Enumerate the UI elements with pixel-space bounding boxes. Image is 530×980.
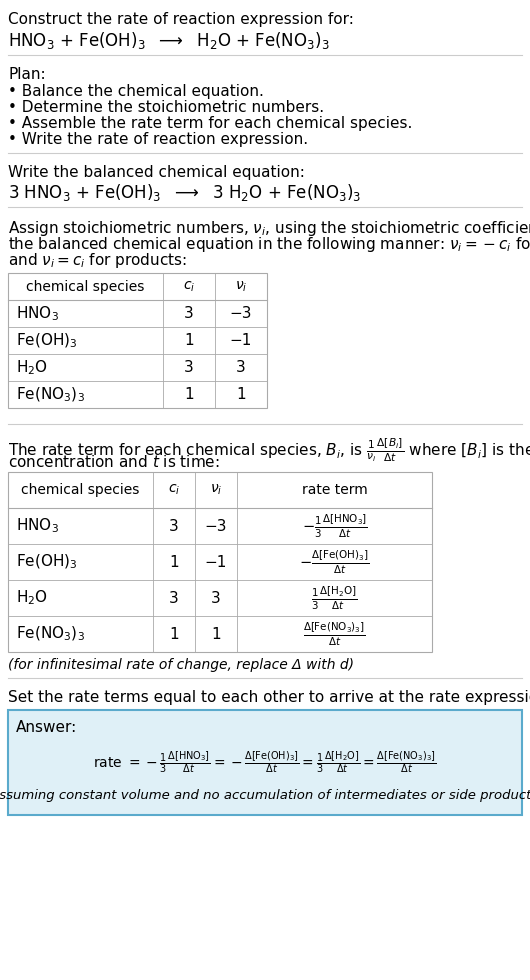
Text: −3: −3 (205, 518, 227, 533)
Text: Fe(OH)$_3$: Fe(OH)$_3$ (16, 553, 77, 571)
Text: 3: 3 (211, 591, 221, 606)
Text: 1: 1 (184, 333, 194, 348)
Text: Assign stoichiometric numbers, $\nu_i$, using the stoichiometric coefficients, $: Assign stoichiometric numbers, $\nu_i$, … (8, 219, 530, 238)
Text: 3: 3 (169, 518, 179, 533)
Text: concentration and $t$ is time:: concentration and $t$ is time: (8, 454, 220, 470)
Text: H$_2$O: H$_2$O (16, 589, 48, 608)
Text: (for infinitesimal rate of change, replace Δ with d): (for infinitesimal rate of change, repla… (8, 658, 354, 672)
Text: −3: −3 (229, 306, 252, 321)
Text: 3: 3 (236, 360, 246, 375)
Text: $c_i$: $c_i$ (168, 483, 180, 497)
Bar (8, 472, 432, 652)
Text: 3 HNO$_3$ + Fe(OH)$_3$  $\longrightarrow$  3 H$_2$O + Fe(NO$_3$)$_3$: 3 HNO$_3$ + Fe(OH)$_3$ $\longrightarrow$… (8, 182, 361, 203)
Text: $-\frac{1}{3}\frac{\Delta[\mathrm{HNO_3}]}{\Delta t}$: $-\frac{1}{3}\frac{\Delta[\mathrm{HNO_3}… (302, 513, 367, 540)
Text: Plan:: Plan: (8, 67, 46, 82)
Text: • Write the rate of reaction expression.: • Write the rate of reaction expression. (8, 132, 308, 147)
Text: 1: 1 (211, 626, 221, 642)
Text: $\frac{\Delta[\mathrm{Fe(NO_3)_3}]}{\Delta t}$: $\frac{\Delta[\mathrm{Fe(NO_3)_3}]}{\Del… (303, 620, 366, 648)
Text: Write the balanced chemical equation:: Write the balanced chemical equation: (8, 165, 305, 180)
Text: $-\frac{\Delta[\mathrm{Fe(OH)_3}]}{\Delta t}$: $-\frac{\Delta[\mathrm{Fe(OH)_3}]}{\Delt… (299, 548, 369, 575)
Text: The rate term for each chemical species, $B_i$, is $\frac{1}{\nu_i}\frac{\Delta[: The rate term for each chemical species,… (8, 436, 530, 464)
Text: rate $= -\frac{1}{3}\frac{\Delta[\mathrm{HNO_3}]}{\Delta t} = -\frac{\Delta[\mat: rate $= -\frac{1}{3}\frac{\Delta[\mathrm… (93, 749, 437, 775)
Text: $c_i$: $c_i$ (183, 279, 195, 294)
Text: 3: 3 (184, 360, 194, 375)
Text: H$_2$O: H$_2$O (16, 358, 48, 377)
Text: Fe(OH)$_3$: Fe(OH)$_3$ (16, 331, 77, 350)
Text: • Balance the chemical equation.: • Balance the chemical equation. (8, 84, 264, 99)
Text: HNO$_3$ + Fe(OH)$_3$  $\longrightarrow$  H$_2$O + Fe(NO$_3$)$_3$: HNO$_3$ + Fe(OH)$_3$ $\longrightarrow$ H… (8, 30, 330, 51)
Text: Construct the rate of reaction expression for:: Construct the rate of reaction expressio… (8, 12, 354, 27)
Text: HNO$_3$: HNO$_3$ (16, 516, 59, 535)
Text: 1: 1 (169, 555, 179, 569)
Text: the balanced chemical equation in the following manner: $\nu_i = -c_i$ for react: the balanced chemical equation in the fo… (8, 235, 530, 254)
Text: and $\nu_i = c_i$ for products:: and $\nu_i = c_i$ for products: (8, 251, 187, 270)
Text: 3: 3 (184, 306, 194, 321)
Text: HNO$_3$: HNO$_3$ (16, 304, 59, 322)
Text: chemical species: chemical species (26, 279, 145, 293)
FancyBboxPatch shape (8, 710, 522, 815)
Text: $\nu_i$: $\nu_i$ (210, 483, 222, 497)
Text: Answer:: Answer: (16, 720, 77, 735)
Text: Fe(NO$_3$)$_3$: Fe(NO$_3$)$_3$ (16, 625, 85, 643)
Text: • Determine the stoichiometric numbers.: • Determine the stoichiometric numbers. (8, 100, 324, 115)
Text: (assuming constant volume and no accumulation of intermediates or side products): (assuming constant volume and no accumul… (0, 789, 530, 802)
Text: rate term: rate term (302, 483, 367, 497)
Text: Set the rate terms equal to each other to arrive at the rate expression:: Set the rate terms equal to each other t… (8, 690, 530, 705)
Text: −1: −1 (230, 333, 252, 348)
Text: chemical species: chemical species (21, 483, 140, 497)
Text: 1: 1 (184, 387, 194, 402)
Text: 1: 1 (236, 387, 246, 402)
Text: 3: 3 (169, 591, 179, 606)
Text: −1: −1 (205, 555, 227, 569)
Text: 1: 1 (169, 626, 179, 642)
Text: $\nu_i$: $\nu_i$ (235, 279, 247, 294)
Text: $\frac{1}{3}\frac{\Delta[\mathrm{H_2O}]}{\Delta t}$: $\frac{1}{3}\frac{\Delta[\mathrm{H_2O}]}… (312, 584, 358, 612)
Text: Fe(NO$_3$)$_3$: Fe(NO$_3$)$_3$ (16, 385, 85, 404)
Bar (8, 273, 267, 408)
Text: • Assemble the rate term for each chemical species.: • Assemble the rate term for each chemic… (8, 116, 412, 131)
